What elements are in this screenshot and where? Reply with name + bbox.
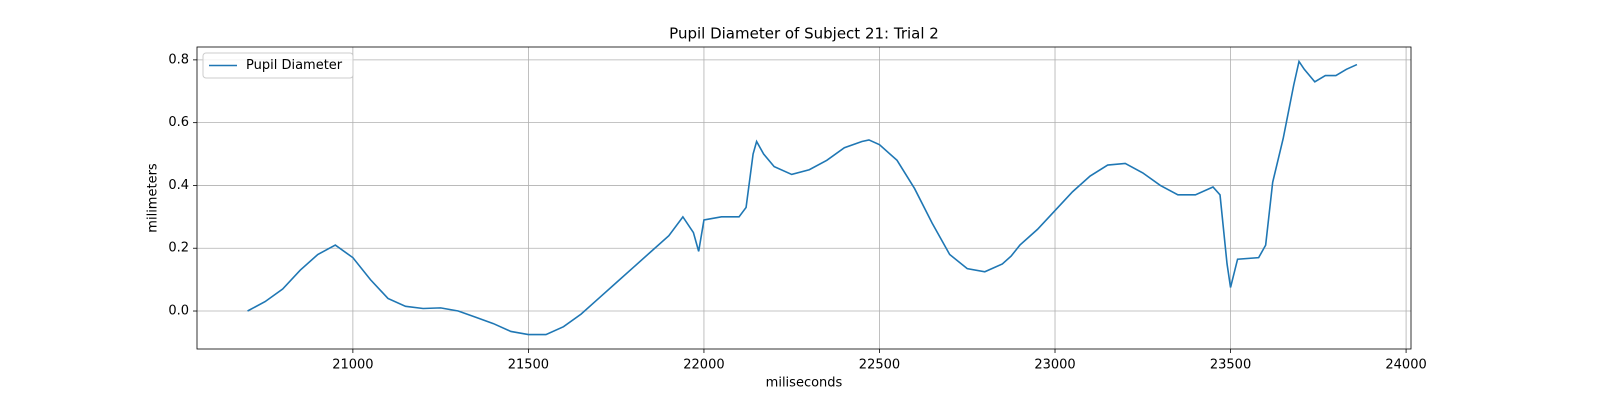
x-tick-label: 22500 xyxy=(859,358,900,373)
legend-box xyxy=(202,52,354,79)
x-tick-label: 21000 xyxy=(332,358,373,373)
data-line xyxy=(247,59,1358,336)
y-axis-label: milimeters xyxy=(146,163,161,233)
x-tick-label: 21500 xyxy=(508,358,549,373)
x-tick-label: 23000 xyxy=(1034,358,1075,373)
x-axis-label: miliseconds xyxy=(766,376,843,391)
x-tick-label: 24000 xyxy=(1385,358,1426,373)
plot-frame xyxy=(196,46,1412,350)
legend: Pupil Diameter xyxy=(202,52,354,79)
x-tick-label: 22000 xyxy=(683,358,724,373)
y-tick-label: 0.0 xyxy=(168,304,189,319)
chart-title: Pupil Diameter of Subject 21: Trial 2 xyxy=(669,25,939,43)
legend-label: Pupil Diameter xyxy=(246,58,343,73)
y-tick-label: 0.4 xyxy=(168,178,189,193)
y-tick-label: 0.2 xyxy=(168,241,189,256)
x-tick-label: 23500 xyxy=(1210,358,1251,373)
y-tick-label: 0.8 xyxy=(168,52,189,67)
y-tick-label: 0.6 xyxy=(168,115,189,130)
